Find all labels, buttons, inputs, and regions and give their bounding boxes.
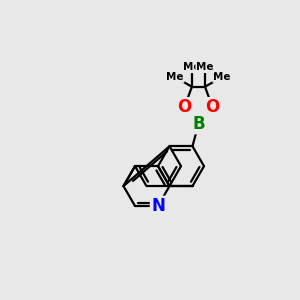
Text: B: B bbox=[192, 115, 205, 133]
Text: N: N bbox=[151, 197, 165, 215]
Text: O: O bbox=[206, 98, 220, 116]
Text: Me: Me bbox=[183, 62, 201, 72]
Text: O: O bbox=[177, 98, 191, 116]
Text: Me: Me bbox=[196, 62, 214, 72]
Text: Me: Me bbox=[166, 72, 184, 82]
Text: Me: Me bbox=[213, 72, 231, 82]
